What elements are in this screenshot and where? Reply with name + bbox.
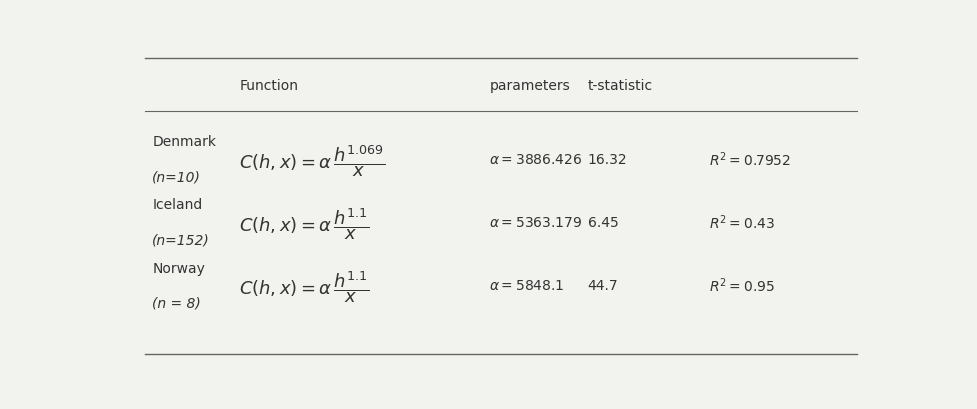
Text: $R^2 = 0.95$: $R^2 = 0.95$ — [709, 276, 775, 294]
Text: $\alpha = 5848.1$: $\alpha = 5848.1$ — [489, 278, 565, 292]
Text: (n = 8): (n = 8) — [152, 296, 201, 310]
Text: $\alpha = 3886.426$: $\alpha = 3886.426$ — [489, 152, 583, 166]
Text: 16.32: 16.32 — [588, 152, 627, 166]
Text: $C(h,x) = \alpha\,\dfrac{h^{1.1}}{x}$: $C(h,x) = \alpha\,\dfrac{h^{1.1}}{x}$ — [239, 269, 369, 305]
Text: Function: Function — [239, 78, 299, 92]
Text: t-statistic: t-statistic — [588, 78, 653, 92]
Text: Denmark: Denmark — [152, 135, 217, 149]
Text: 44.7: 44.7 — [588, 278, 618, 292]
Text: $\alpha = 5363.179$: $\alpha = 5363.179$ — [489, 215, 583, 229]
Text: $R^2 = 0.43$: $R^2 = 0.43$ — [709, 213, 775, 231]
Text: $C(h,x) = \alpha\,\dfrac{h^{1.069}}{x}$: $C(h,x) = \alpha\,\dfrac{h^{1.069}}{x}$ — [239, 143, 386, 179]
Text: $R^2 = 0.7952$: $R^2 = 0.7952$ — [709, 150, 791, 169]
Text: $C(h,x) = \alpha\,\dfrac{h^{1.1}}{x}$: $C(h,x) = \alpha\,\dfrac{h^{1.1}}{x}$ — [239, 206, 369, 242]
Text: parameters: parameters — [489, 78, 571, 92]
Text: Norway: Norway — [152, 261, 205, 275]
Text: Iceland: Iceland — [152, 198, 202, 212]
Text: (n=152): (n=152) — [152, 233, 210, 247]
Text: (n=10): (n=10) — [152, 170, 201, 184]
Text: 6.45: 6.45 — [588, 215, 618, 229]
